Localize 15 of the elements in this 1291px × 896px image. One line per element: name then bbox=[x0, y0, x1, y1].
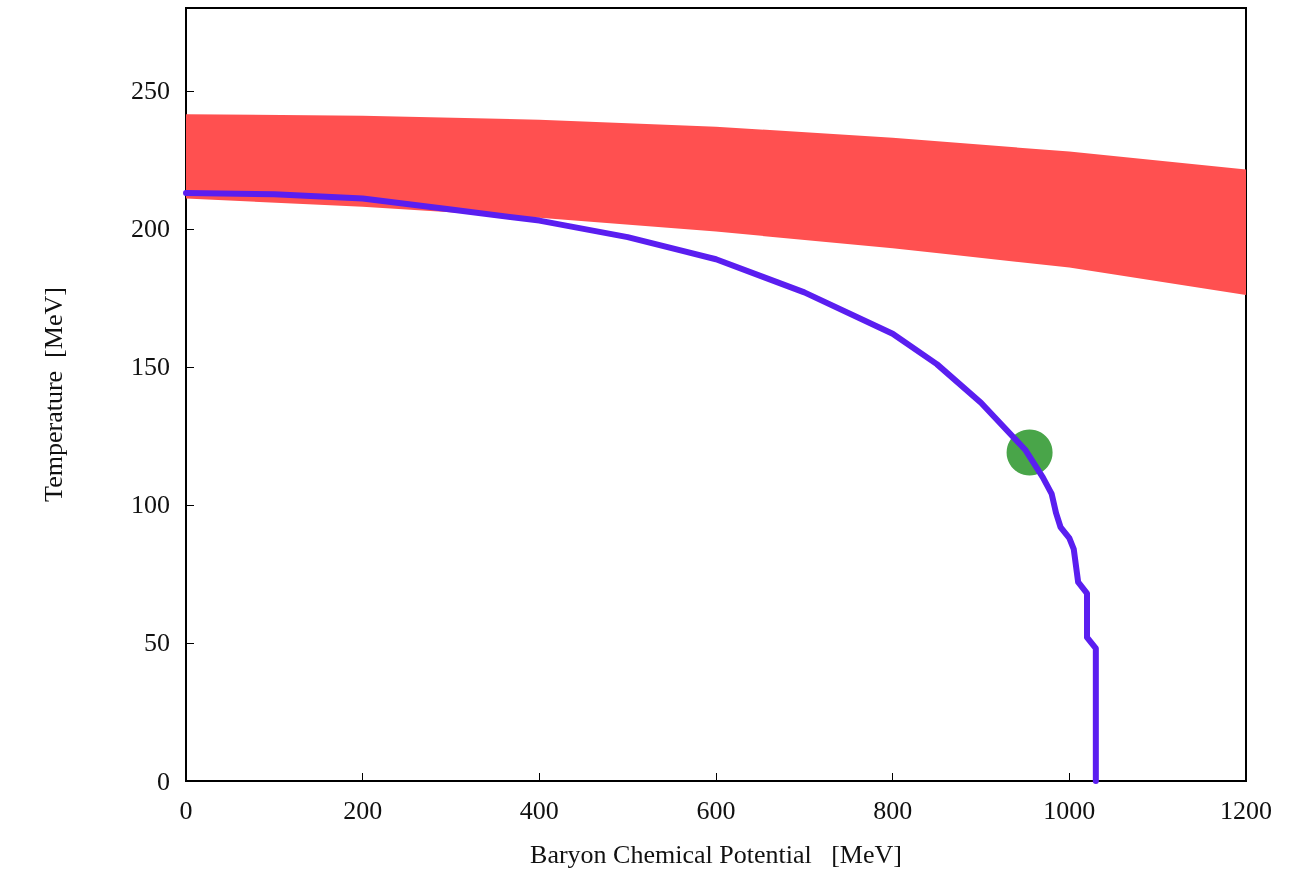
y-tick-label: 200 bbox=[131, 214, 170, 244]
x-tick-label: 200 bbox=[343, 795, 383, 825]
x-tick-label: 0 bbox=[179, 795, 193, 825]
y-tick-label: 250 bbox=[131, 76, 170, 106]
x-tick-label: 1200 bbox=[1220, 795, 1272, 825]
y-axis-title: Temperature [MeV] bbox=[38, 287, 68, 502]
y-tick-label: 0 bbox=[157, 766, 170, 796]
x-tick-label: 600 bbox=[696, 795, 736, 825]
y-tick-label: 150 bbox=[131, 352, 170, 382]
x-tick-label: 800 bbox=[873, 795, 913, 825]
x-tick-label: 400 bbox=[519, 795, 559, 825]
y-tick-label: 100 bbox=[131, 490, 170, 520]
x-tick-label: 1000 bbox=[1043, 795, 1096, 825]
x-axis-title: Baryon Chemical Potential [MeV] bbox=[530, 839, 902, 869]
y-tick-label: 50 bbox=[144, 628, 170, 658]
